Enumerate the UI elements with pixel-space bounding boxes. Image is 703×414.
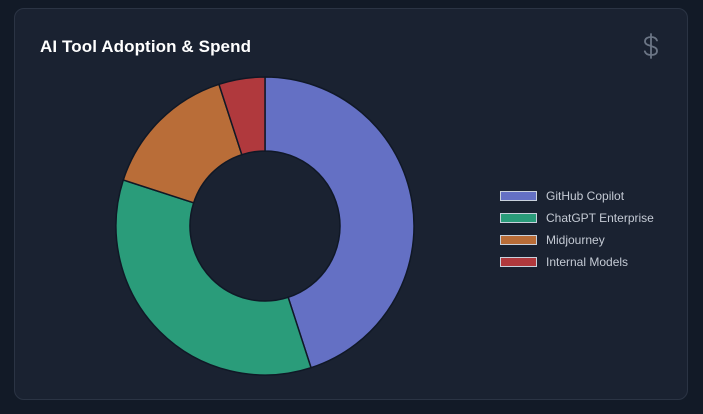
chart-card: AI Tool Adoption & Spend GitHub Copilot C…: [14, 8, 688, 400]
donut-slice-internal-models[interactable]: [218, 76, 266, 156]
legend-swatch: [500, 213, 537, 223]
card-title: AI Tool Adoption & Spend: [40, 37, 252, 56]
legend-item[interactable]: Midjourney: [500, 229, 654, 251]
donut-chart: [115, 76, 415, 376]
legend-swatch: [500, 257, 537, 267]
chart-legend: GitHub Copilot ChatGPT Enterprise Midjourn…: [500, 185, 654, 273]
legend-item[interactable]: Internal Models: [500, 251, 654, 273]
legend-label: Midjourney: [546, 233, 605, 247]
dollar-icon: [643, 33, 658, 59]
donut-slice-chatgpt-enterprise[interactable]: [115, 179, 312, 376]
legend-swatch: [500, 191, 537, 201]
legend-label: Internal Models: [546, 255, 629, 269]
donut-slice-github-copilot[interactable]: [264, 76, 415, 369]
legend-label: ChatGPT Enterprise: [546, 211, 654, 225]
legend-item[interactable]: GitHub Copilot: [500, 185, 654, 207]
legend-item[interactable]: ChatGPT Enterprise: [500, 207, 654, 229]
legend-swatch: [500, 235, 537, 245]
legend-label: GitHub Copilot: [546, 189, 625, 203]
